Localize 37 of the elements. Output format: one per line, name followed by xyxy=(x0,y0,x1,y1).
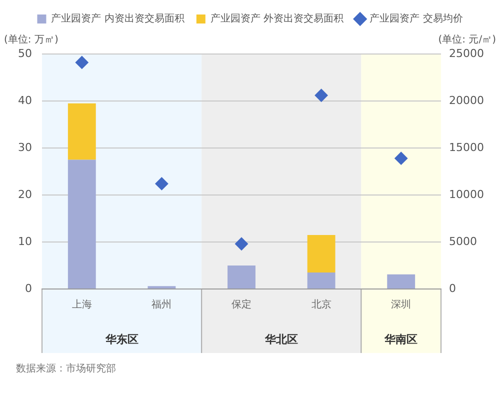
legend-label: 产业园资产 内资出资交易面积 xyxy=(51,12,184,25)
y-tick-label: 50 xyxy=(18,46,32,60)
y-tick-label: 10 xyxy=(18,234,32,248)
bar xyxy=(387,274,416,288)
y-tick-label: 0 xyxy=(24,282,32,295)
y2-tick-label: 15000 xyxy=(449,140,484,154)
y2-tick-label: 0 xyxy=(449,282,456,295)
y2-tick-label: 25000 xyxy=(449,46,484,60)
band-label: 华东区 xyxy=(104,332,138,346)
y-tick-label: 40 xyxy=(18,94,32,107)
point xyxy=(394,152,408,165)
bar xyxy=(307,272,336,288)
bar xyxy=(68,103,96,160)
x-tick-label: 北京 xyxy=(311,298,332,311)
y-axis-title: (单位: 万㎡) xyxy=(4,34,58,46)
bar xyxy=(307,234,336,273)
point xyxy=(235,237,248,250)
y-tick-label: 30 xyxy=(18,140,32,154)
x-tick-label: 福州 xyxy=(152,298,172,311)
y2-tick-label: 20000 xyxy=(449,94,484,107)
x-tick-label: 上海 xyxy=(72,298,92,311)
legend-label: 产业园资产 交易均价 xyxy=(370,12,463,25)
point xyxy=(75,56,88,69)
y2-tick-label: 5000 xyxy=(449,234,478,248)
x-tick-label: 保定 xyxy=(232,298,252,311)
bar xyxy=(68,160,96,288)
bar xyxy=(228,266,256,288)
y2-axis-title: (单位: 元/㎡) xyxy=(438,34,496,46)
legend-label: 产业园资产 外资出资交易面积 xyxy=(210,12,344,25)
source-note: 数据来源：市场研究部 xyxy=(16,362,116,375)
y2-tick-label: 10000 xyxy=(449,188,484,201)
band-label: 华北区 xyxy=(264,332,298,346)
x-tick-label: 深圳 xyxy=(391,298,412,311)
band-label: 华南区 xyxy=(384,332,418,346)
point xyxy=(314,88,328,102)
point xyxy=(155,177,168,190)
y-tick-label: 20 xyxy=(18,188,32,201)
